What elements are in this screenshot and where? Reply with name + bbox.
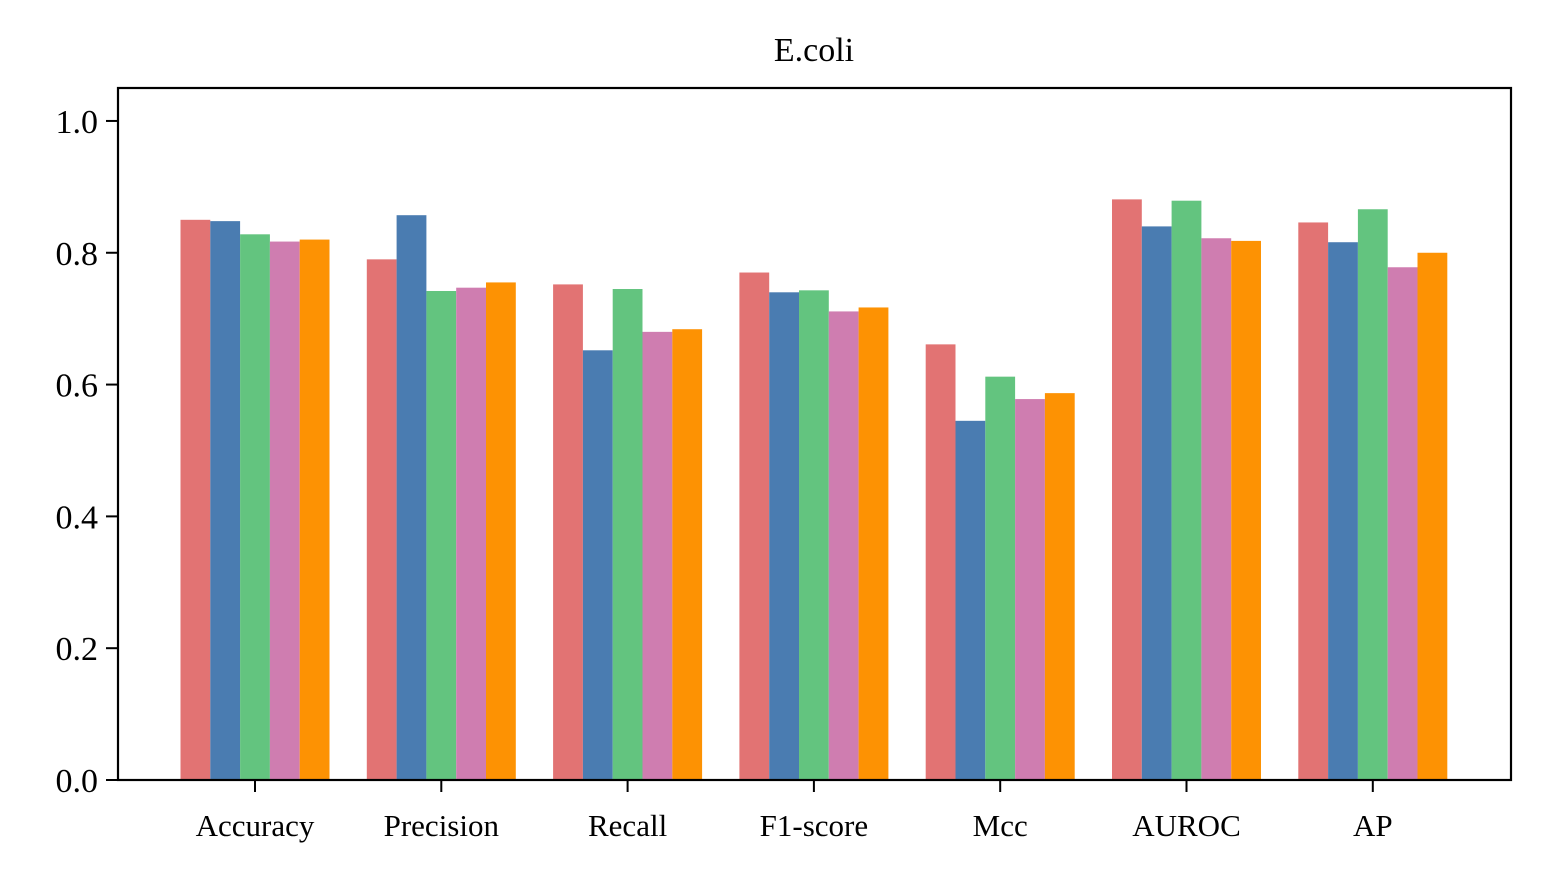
x-tick-label: Mcc xyxy=(973,808,1028,843)
bar-auroc-series-5 xyxy=(1231,240,1261,780)
bar-mcc-series-3 xyxy=(985,376,1016,780)
bar-precision-series-4 xyxy=(456,287,486,780)
bar-precision-series-3 xyxy=(426,290,457,780)
chart-title: E.coli xyxy=(774,32,854,69)
y-tick-label: 0.4 xyxy=(56,499,99,536)
bar-f1-score-series-2 xyxy=(769,292,799,780)
bar-recall-series-2 xyxy=(582,350,613,780)
bar-f1-score-series-5 xyxy=(858,307,889,780)
bar-accuracy-series-1 xyxy=(180,219,211,780)
plot-area-frame xyxy=(116,86,1513,782)
bar-f1-score-series-1 xyxy=(739,272,770,780)
bar-ap-series-2 xyxy=(1328,242,1358,781)
bar-ap-series-5 xyxy=(1417,252,1448,780)
bar-f1-score-series-3 xyxy=(799,290,829,780)
y-tick-label: 1.0 xyxy=(56,104,99,141)
bar-ap-series-1 xyxy=(1298,222,1329,780)
bar-accuracy-series-2 xyxy=(210,221,241,780)
x-tick-label: Precision xyxy=(384,808,500,843)
y-tick-label: 0.6 xyxy=(56,368,99,405)
bar-auroc-series-1 xyxy=(1112,199,1142,780)
bar-f1-score-series-4 xyxy=(828,311,859,780)
bar-accuracy-series-4 xyxy=(269,241,300,780)
x-tick-label: Recall xyxy=(588,808,667,843)
bar-accuracy-series-5 xyxy=(299,239,330,780)
bar-ap-series-3 xyxy=(1357,209,1388,780)
bar-precision-series-5 xyxy=(486,282,516,780)
bar-ap-series-4 xyxy=(1387,267,1418,780)
bar-recall-series-1 xyxy=(553,284,583,780)
x-tick-label: AUROC xyxy=(1132,808,1241,843)
bar-mcc-series-2 xyxy=(955,420,986,780)
bar-precision-series-2 xyxy=(396,215,427,780)
y-tick-label: 0.2 xyxy=(56,631,99,668)
bar-auroc-series-4 xyxy=(1201,238,1232,780)
bar-auroc-series-3 xyxy=(1171,200,1202,780)
bar-accuracy-series-3 xyxy=(240,234,270,780)
bar-mcc-series-1 xyxy=(925,344,956,780)
x-tick-label: Accuracy xyxy=(196,808,315,843)
x-tick-label: AP xyxy=(1353,808,1393,843)
bars-layer xyxy=(180,199,1448,781)
bar-recall-series-4 xyxy=(642,331,673,780)
bar-mcc-series-4 xyxy=(1015,399,1045,780)
y-tick-label: 0.0 xyxy=(56,763,99,800)
bar-recall-series-3 xyxy=(612,289,643,780)
y-tick-label: 0.8 xyxy=(56,236,99,273)
bar-mcc-series-5 xyxy=(1044,393,1075,780)
bar-precision-series-1 xyxy=(366,259,397,781)
bar-recall-series-5 xyxy=(672,329,703,780)
x-tick-label: F1-score xyxy=(760,808,868,843)
bar-auroc-series-2 xyxy=(1141,226,1172,780)
axes-layer: Accuracy Precision Recall F1-score Mcc AUROC A… xyxy=(56,104,1393,843)
